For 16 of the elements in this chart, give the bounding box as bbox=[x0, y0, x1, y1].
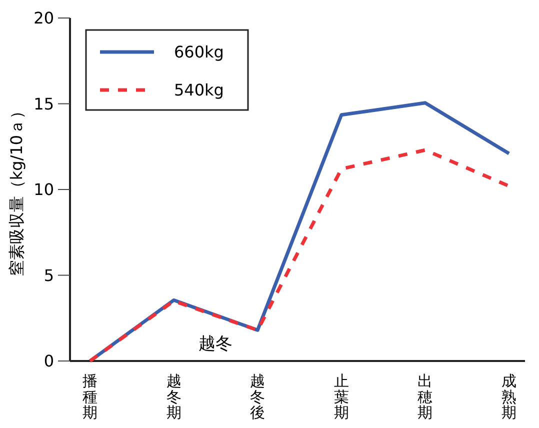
y-tick-label: 10 bbox=[34, 180, 54, 200]
x-tick-label: 越冬期 bbox=[166, 372, 182, 422]
y-axis-title: 窒素吸収量（kg/10ａ） bbox=[7, 102, 26, 276]
x-tick-label: 出穂期 bbox=[418, 372, 433, 422]
y-tick-label: 5 bbox=[44, 266, 54, 285]
x-tick-label: 止葉期 bbox=[334, 372, 349, 422]
y-tick-label: 0 bbox=[44, 352, 54, 371]
annotation: 越冬 bbox=[198, 334, 233, 354]
x-tick-label: 越冬後 bbox=[250, 372, 266, 422]
legend-label: 540kg bbox=[174, 80, 224, 100]
y-tick-label: 20 bbox=[34, 8, 54, 28]
x-tick-label: 播種期 bbox=[82, 372, 98, 422]
x-tick-label: 成熟期 bbox=[502, 372, 516, 422]
legend-label: 660kg bbox=[174, 42, 224, 62]
line-series bbox=[88, 148, 511, 363]
y-tick-label: 15 bbox=[34, 94, 54, 114]
